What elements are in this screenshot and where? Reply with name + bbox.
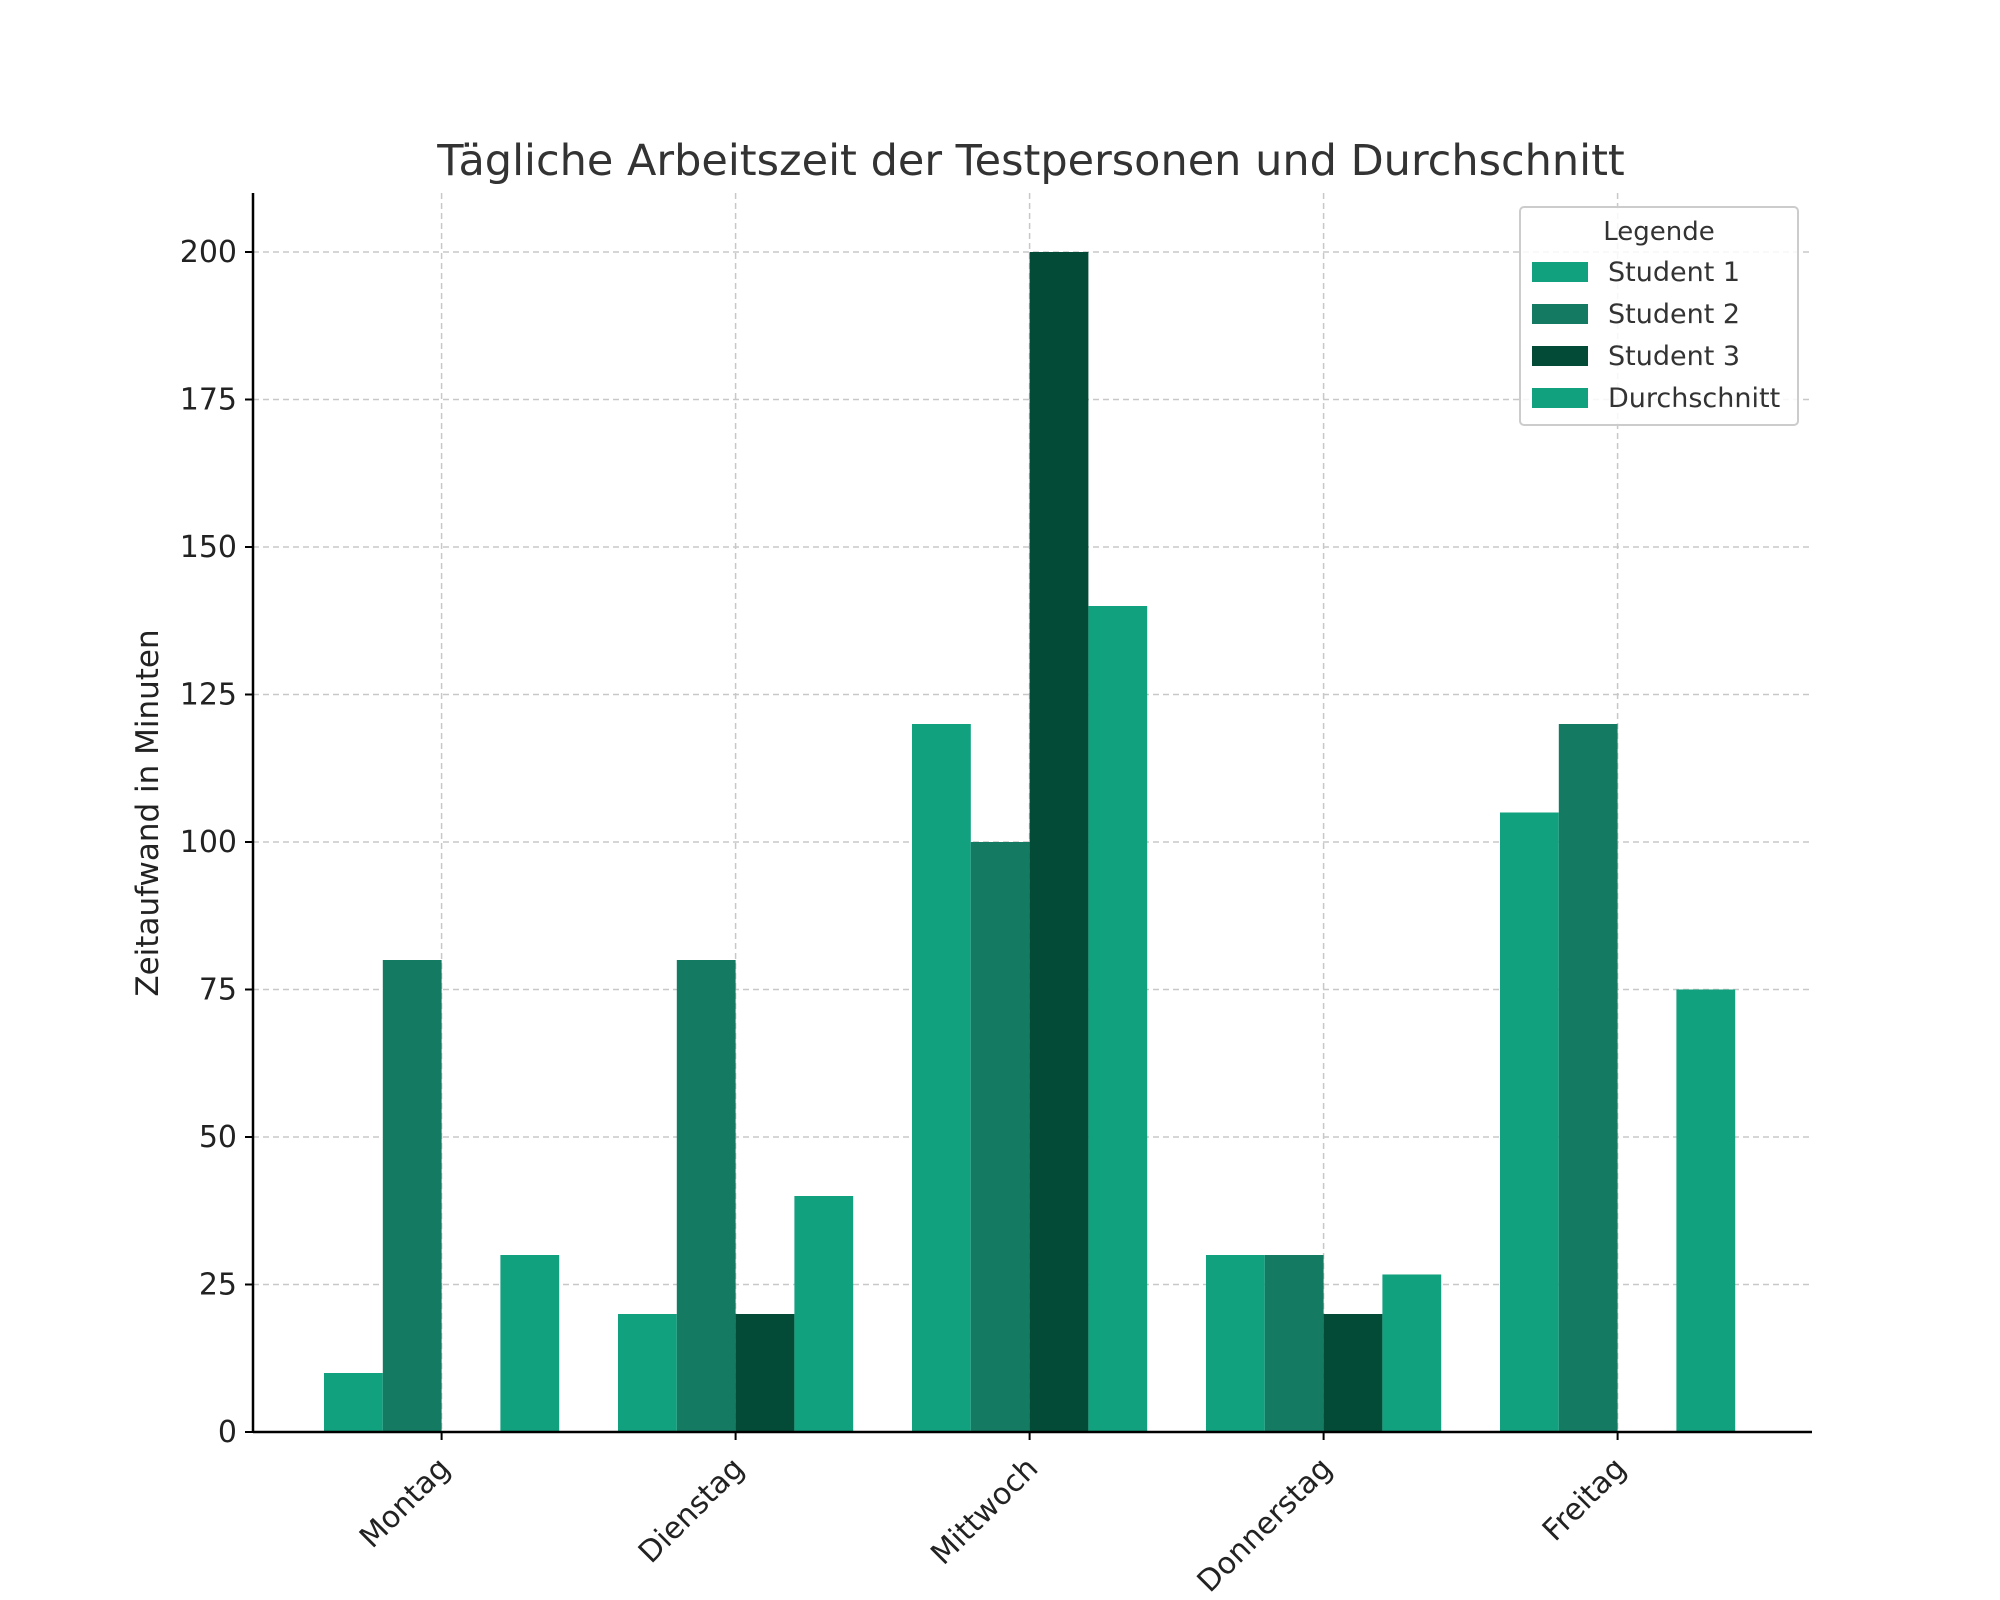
legend-swatch: [1532, 346, 1588, 366]
legend-label: Student 2: [1608, 299, 1740, 330]
bar: [1323, 1314, 1383, 1432]
bar: [735, 1314, 795, 1432]
y-ticks: 0 25 50 75 100 125 150 175 200: [180, 235, 253, 1450]
y-tick-label: 50: [199, 1120, 237, 1155]
legend-label: Student 3: [1608, 341, 1740, 372]
bar: [382, 960, 442, 1432]
x-tick-label: Mittwoch: [924, 1451, 1045, 1572]
bar: [618, 1314, 677, 1432]
legend-label: Durchschnitt: [1608, 383, 1780, 414]
legend-items: Student 1 Student 2 Student 3 Durchschnitt: [1532, 257, 1780, 414]
x-ticks: Montag Dienstag Mittwoch Donnerstag Freitag: [353, 1432, 1633, 1599]
bar: [676, 960, 736, 1432]
bars: [324, 252, 1736, 1432]
bar: [970, 842, 1030, 1432]
legend-title: Legende: [1603, 217, 1715, 247]
y-tick-label: 75: [199, 973, 237, 1008]
y-tick-label: 0: [218, 1415, 237, 1450]
bar: [1206, 1255, 1265, 1432]
y-tick-label: 200: [180, 235, 237, 270]
x-tick-label: Donnerstag: [1191, 1451, 1340, 1600]
bar: [1558, 724, 1618, 1432]
bar: [1676, 989, 1736, 1432]
y-tick-label: 175: [180, 383, 237, 418]
legend-box: [1519, 206, 1799, 426]
x-tick-label: Dienstag: [632, 1451, 751, 1570]
y-tick-label: 150: [180, 530, 237, 565]
y-axis-label: Zeitaufwand in Minuten: [130, 629, 166, 996]
bar: [500, 1255, 560, 1432]
bar: [1264, 1255, 1324, 1432]
y-tick-label: 25: [199, 1268, 237, 1303]
legend-swatch: [1532, 304, 1588, 324]
bar: [324, 1373, 383, 1432]
bar: [1029, 252, 1089, 1432]
x-tick-label: Freitag: [1536, 1451, 1633, 1548]
legend-swatch: [1532, 388, 1588, 408]
x-tick-label: Montag: [353, 1451, 457, 1555]
legend-label: Student 1: [1608, 257, 1740, 288]
bar: [1382, 1274, 1442, 1432]
bar: [794, 1196, 854, 1432]
bar: [1088, 606, 1148, 1432]
bar: [912, 724, 971, 1432]
bar: [1500, 812, 1559, 1432]
legend-swatch: [1532, 262, 1588, 282]
y-tick-label: 100: [180, 825, 237, 860]
legend: Legende Student 1 Student 2 Student 3 Durch…: [1519, 206, 1799, 426]
y-tick-label: 125: [180, 678, 237, 713]
chart-title: Tägliche Arbeitszeit der Testpersonen un…: [436, 136, 1625, 186]
